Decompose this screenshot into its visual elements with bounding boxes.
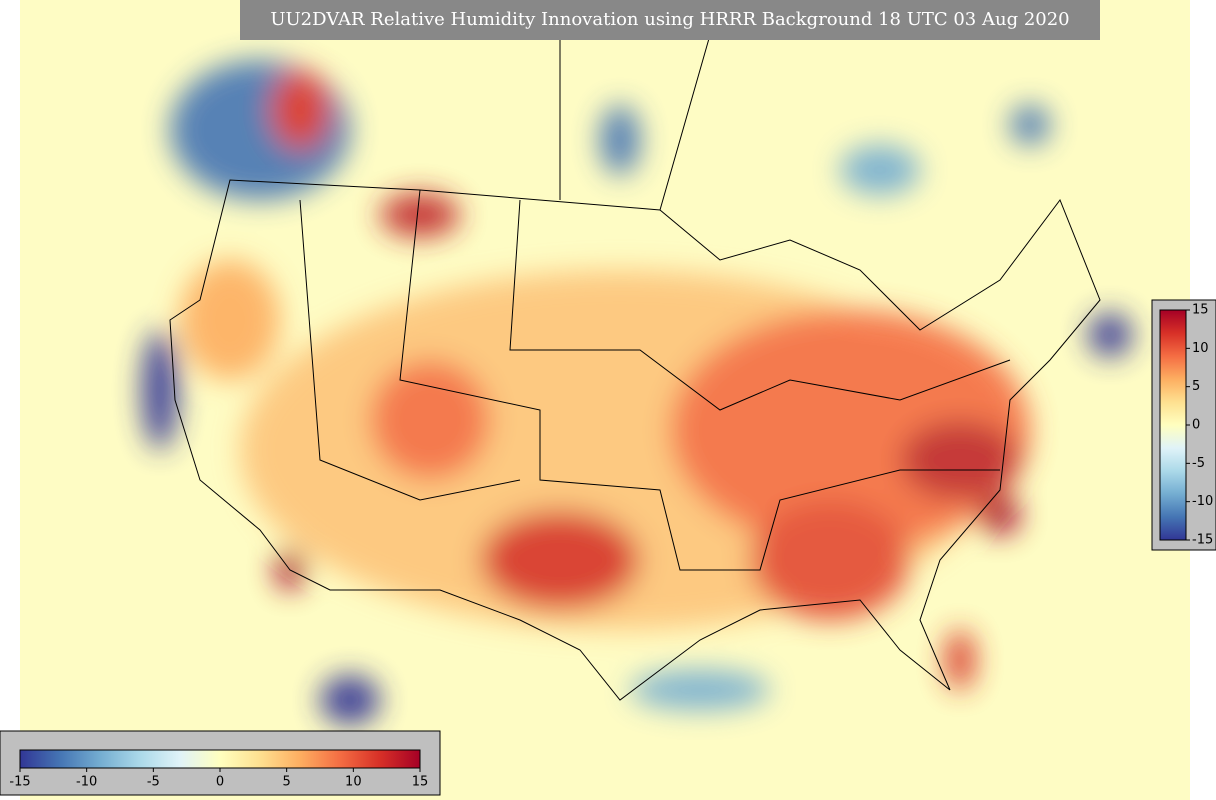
- tick-label: -10: [76, 775, 97, 790]
- tick-label: -5: [1192, 456, 1205, 471]
- tick-label: 5: [283, 775, 291, 790]
- tick-label: 5: [1192, 379, 1200, 394]
- title-box: UU2DVAR Relative Humidity Innovation usi…: [240, 0, 1100, 40]
- tick-label: 10: [345, 775, 362, 790]
- colorbar-bottom: -15 -10 -5 0 5 10 15: [0, 730, 441, 796]
- tick-label: -10: [1192, 494, 1213, 509]
- tick-label: -15: [1192, 533, 1213, 548]
- tick-label: -15: [9, 775, 30, 790]
- tick-label: -5: [147, 775, 160, 790]
- tick-label: 15: [412, 775, 429, 790]
- colorbar-right: 15 10 5 0 -5 -10 -15: [1151, 299, 1216, 551]
- tick-label: 0: [216, 775, 224, 790]
- tick-label: 15: [1192, 303, 1209, 318]
- map-title: UU2DVAR Relative Humidity Innovation usi…: [270, 9, 1069, 30]
- tick-label: 10: [1192, 341, 1209, 356]
- map-field: [20, 0, 1190, 800]
- tick-label: 0: [1192, 418, 1200, 433]
